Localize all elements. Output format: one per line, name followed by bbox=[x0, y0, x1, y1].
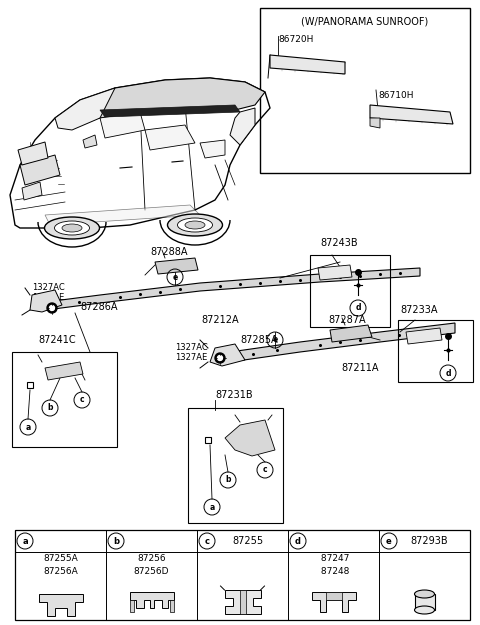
Polygon shape bbox=[38, 268, 420, 311]
Polygon shape bbox=[325, 592, 341, 600]
Polygon shape bbox=[38, 594, 83, 616]
Polygon shape bbox=[318, 265, 352, 280]
Polygon shape bbox=[312, 592, 356, 612]
Text: 1327AE: 1327AE bbox=[175, 354, 207, 362]
Text: 1327AC: 1327AC bbox=[175, 344, 208, 352]
Ellipse shape bbox=[415, 590, 434, 598]
Polygon shape bbox=[45, 205, 200, 225]
Polygon shape bbox=[20, 155, 60, 185]
Text: 87233A: 87233A bbox=[400, 305, 437, 315]
Circle shape bbox=[217, 356, 223, 361]
Text: a: a bbox=[22, 536, 28, 546]
Polygon shape bbox=[83, 135, 97, 148]
Polygon shape bbox=[200, 140, 225, 158]
Bar bbox=[398, 320, 473, 382]
Polygon shape bbox=[45, 362, 83, 380]
Polygon shape bbox=[370, 105, 453, 124]
Text: c: c bbox=[263, 466, 267, 474]
Text: d: d bbox=[355, 304, 361, 312]
Text: c: c bbox=[80, 396, 84, 404]
Text: b: b bbox=[47, 404, 53, 412]
Text: 87287A: 87287A bbox=[328, 315, 366, 325]
Polygon shape bbox=[370, 118, 380, 128]
Text: a: a bbox=[25, 422, 31, 431]
Text: e: e bbox=[172, 272, 178, 281]
Bar bbox=[310, 255, 390, 327]
Polygon shape bbox=[55, 88, 115, 130]
Text: e: e bbox=[386, 536, 392, 546]
Circle shape bbox=[215, 353, 225, 363]
Text: 1327AC: 1327AC bbox=[32, 284, 65, 292]
Text: 87247
 87248: 87247 87248 bbox=[318, 554, 349, 576]
Polygon shape bbox=[169, 600, 173, 612]
Text: 87243B: 87243B bbox=[320, 238, 358, 248]
Ellipse shape bbox=[45, 217, 99, 239]
Polygon shape bbox=[10, 78, 270, 228]
Text: 87255A
87256A: 87255A 87256A bbox=[43, 554, 78, 576]
Circle shape bbox=[47, 303, 57, 313]
Polygon shape bbox=[210, 344, 245, 366]
Polygon shape bbox=[100, 112, 145, 138]
Text: (W/PANORAMA SUNROOF): (W/PANORAMA SUNROOF) bbox=[301, 17, 429, 27]
Circle shape bbox=[49, 306, 55, 311]
Text: 87211A: 87211A bbox=[341, 363, 379, 373]
Text: 87285A: 87285A bbox=[240, 335, 277, 345]
Text: 86710H: 86710H bbox=[378, 91, 413, 101]
Bar bbox=[260, 8, 470, 173]
Polygon shape bbox=[100, 105, 240, 117]
Text: e: e bbox=[272, 336, 277, 344]
Ellipse shape bbox=[415, 606, 434, 614]
Ellipse shape bbox=[168, 214, 223, 236]
Text: 87212A: 87212A bbox=[201, 315, 239, 325]
Ellipse shape bbox=[62, 224, 82, 232]
Text: b: b bbox=[113, 536, 119, 546]
Text: c: c bbox=[204, 536, 209, 546]
Text: 87286A: 87286A bbox=[80, 302, 118, 312]
Text: 86720H: 86720H bbox=[278, 36, 313, 44]
Ellipse shape bbox=[178, 218, 213, 232]
Text: d: d bbox=[295, 536, 301, 546]
Text: d: d bbox=[445, 369, 451, 378]
Polygon shape bbox=[415, 594, 434, 610]
Polygon shape bbox=[230, 323, 455, 362]
Polygon shape bbox=[155, 258, 198, 274]
Polygon shape bbox=[225, 590, 261, 614]
Bar bbox=[12, 352, 117, 447]
Polygon shape bbox=[145, 125, 195, 150]
Polygon shape bbox=[330, 325, 372, 342]
Ellipse shape bbox=[185, 221, 205, 229]
Text: 87256
87256D: 87256 87256D bbox=[134, 554, 169, 576]
Polygon shape bbox=[225, 420, 275, 456]
Text: b: b bbox=[225, 476, 231, 484]
Text: 1327AE: 1327AE bbox=[32, 292, 64, 301]
Text: 87255: 87255 bbox=[232, 536, 263, 546]
Text: 87293B: 87293B bbox=[411, 536, 448, 546]
Text: 87241C: 87241C bbox=[38, 335, 76, 345]
Polygon shape bbox=[406, 328, 442, 344]
Polygon shape bbox=[18, 142, 48, 165]
Text: 87231B: 87231B bbox=[215, 390, 252, 400]
Bar bbox=[15, 530, 470, 620]
Polygon shape bbox=[30, 290, 62, 312]
Polygon shape bbox=[80, 78, 265, 118]
Polygon shape bbox=[270, 55, 345, 74]
Bar bbox=[188, 408, 283, 523]
Polygon shape bbox=[130, 592, 173, 608]
Polygon shape bbox=[130, 600, 133, 612]
Text: 87288A: 87288A bbox=[150, 247, 188, 257]
Polygon shape bbox=[240, 590, 245, 614]
Ellipse shape bbox=[55, 221, 89, 235]
Polygon shape bbox=[230, 108, 255, 145]
Text: a: a bbox=[209, 503, 215, 511]
Polygon shape bbox=[22, 182, 42, 200]
